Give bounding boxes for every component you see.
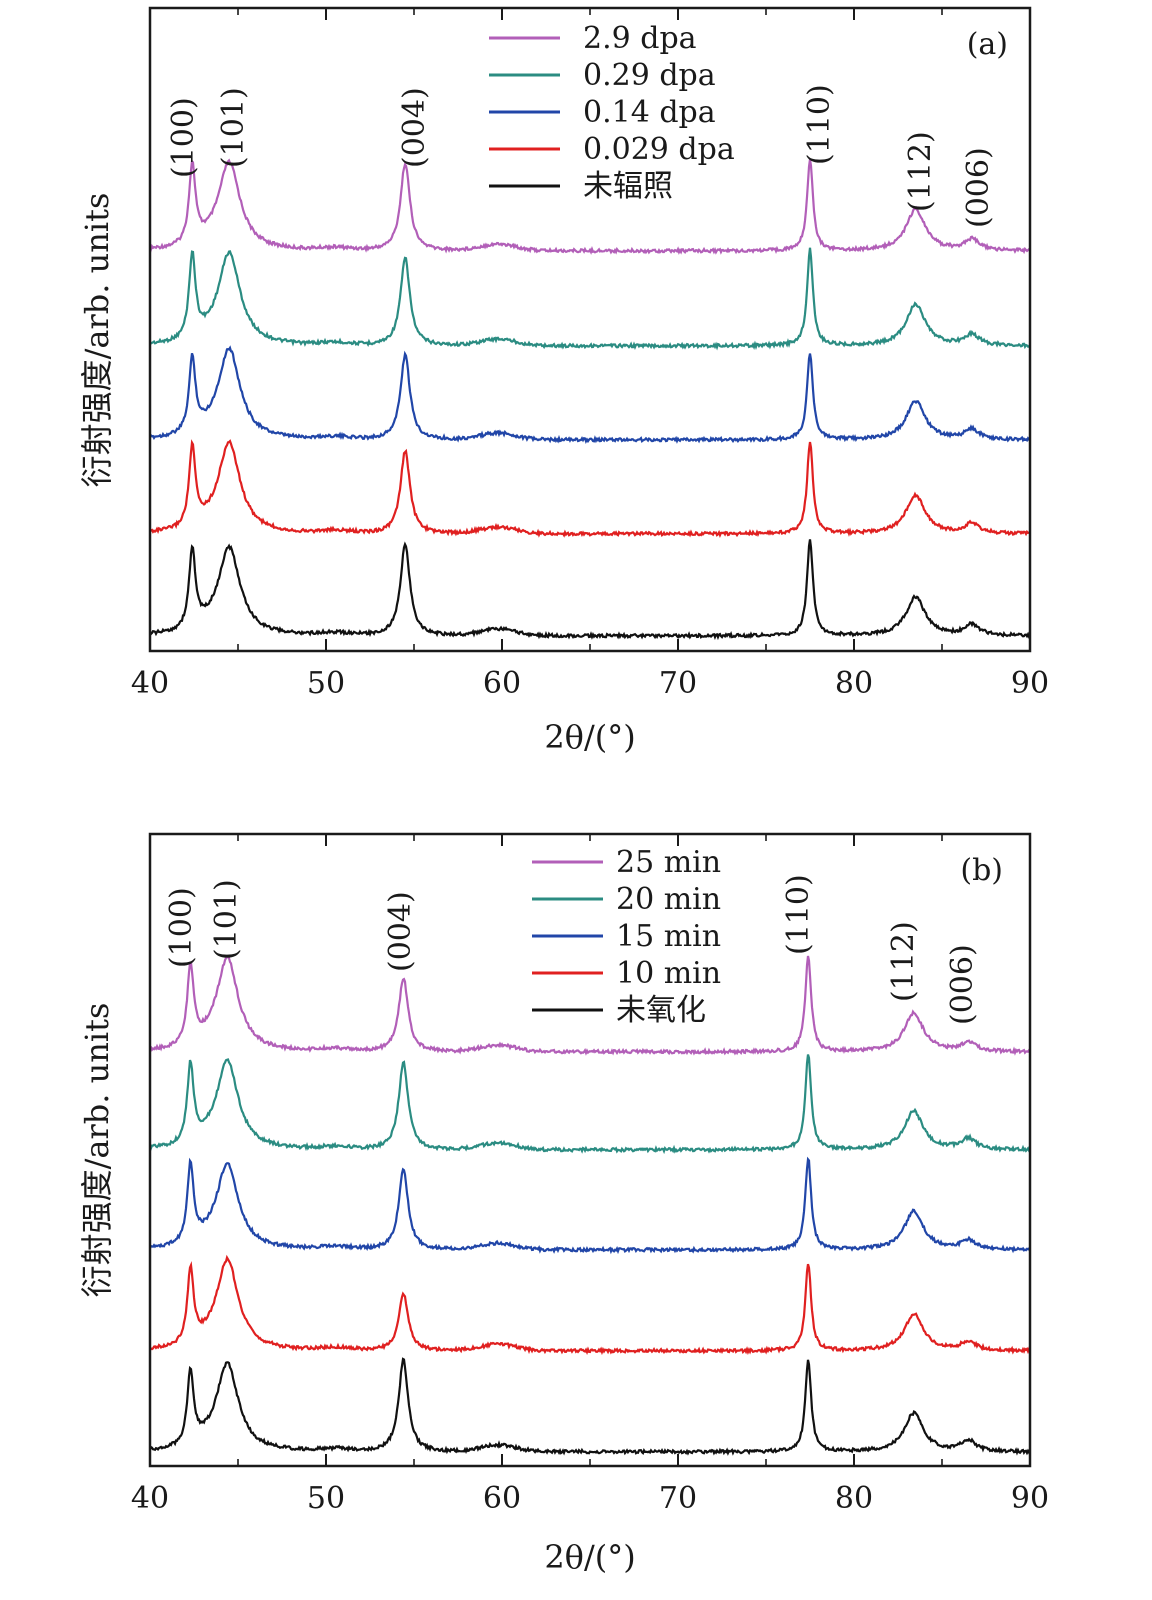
- panel-b-tag: (b): [960, 853, 1003, 888]
- x-tick-label: 60: [483, 666, 521, 701]
- legend-label: 15 min: [616, 919, 721, 954]
- panel-b-series: [148, 955, 1032, 1456]
- series-line: [150, 345, 1031, 444]
- panel-b-ylabel: 衍射强度/arb. units: [78, 1003, 116, 1298]
- peak-label: (006): [961, 147, 996, 228]
- peak-label: (110): [781, 874, 816, 955]
- peak-label: (006): [945, 944, 980, 1025]
- x-tick-label: 90: [1011, 1481, 1049, 1516]
- x-tick-label: 70: [659, 666, 697, 701]
- x-tick-label: 90: [1011, 666, 1049, 701]
- panel-a-tag: (a): [967, 27, 1008, 62]
- panel-a-series: [148, 158, 1031, 641]
- peak-label: (112): [886, 921, 921, 1002]
- series-line: [148, 158, 1031, 255]
- peak-label: (004): [383, 891, 418, 972]
- series-line: [148, 1357, 1032, 1456]
- panel-a-ticks: [149, 8, 1031, 651]
- x-tick-label: 70: [659, 1481, 697, 1516]
- series-line: [149, 955, 1031, 1056]
- panel-a-xlabel: 2θ/(°): [544, 718, 635, 756]
- panel-b-ticks: [149, 834, 1031, 1466]
- panel-b: 40 50 60 70 80 90 (100) (101) (004) (110) (112) (0…: [78, 832, 1049, 1576]
- series-line: [149, 247, 1031, 351]
- legend-label: 未氧化: [616, 993, 706, 1028]
- legend-label: 20 min: [616, 882, 721, 917]
- peak-label: (100): [164, 887, 199, 968]
- x-tick-label: 60: [483, 1481, 521, 1516]
- legend-label: 2.9 dpa: [583, 21, 697, 56]
- panel-a-tick-labels: 40 50 60 70 80 90: [131, 666, 1049, 701]
- x-tick-label: 40: [131, 666, 169, 701]
- legend-label: 25 min: [616, 845, 721, 880]
- legend-label: 10 min: [616, 956, 721, 991]
- panel-a-peak-labels: (100) (101) (004) (110) (112) (006): [166, 84, 996, 228]
- legend-label: 0.14 dpa: [583, 95, 716, 130]
- legend-label: 0.29 dpa: [583, 58, 716, 93]
- legend-label: 未辐照: [583, 169, 673, 204]
- x-tick-label: 80: [835, 666, 873, 701]
- series-line: [149, 439, 1030, 538]
- x-tick-label: 50: [307, 666, 345, 701]
- peak-label: (101): [209, 879, 244, 960]
- series-line: [149, 539, 1031, 641]
- panel-a-ylabel: 衍射强度/arb. units: [78, 193, 116, 488]
- series-line: [150, 1254, 1032, 1356]
- peak-label: (101): [216, 87, 251, 168]
- peak-label: (004): [397, 87, 432, 168]
- panel-b-tick-labels: 40 50 60 70 80 90: [131, 1481, 1049, 1516]
- peak-label: (110): [802, 84, 837, 165]
- x-tick-label: 80: [835, 1481, 873, 1516]
- series-line: [149, 1156, 1032, 1255]
- series-line: [149, 1054, 1031, 1155]
- peak-label: (112): [903, 131, 938, 212]
- x-tick-label: 40: [131, 1481, 169, 1516]
- legend-label: 0.029 dpa: [583, 132, 735, 167]
- panel-b-xlabel: 2θ/(°): [544, 1538, 635, 1576]
- panel-a: 40 50 60 70 80 90 (100) (101) (004) (110) (112) (0…: [78, 6, 1049, 756]
- panel-b-peak-labels: (100) (101) (004) (110) (112) (006): [164, 874, 980, 1025]
- x-tick-label: 50: [307, 1481, 345, 1516]
- peak-label: (100): [166, 97, 201, 178]
